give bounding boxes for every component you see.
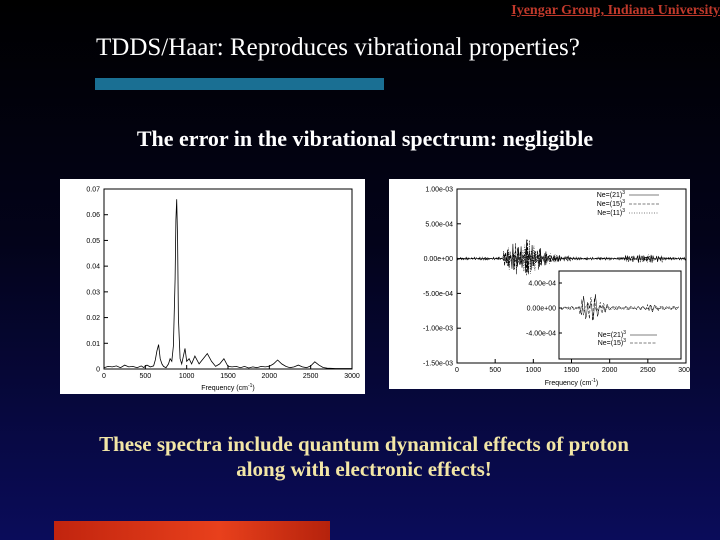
inset-y-tick-label: 4.00e-04 <box>528 281 556 288</box>
left-x-tick-label: 1000 <box>179 373 195 380</box>
right-inset-frame <box>558 270 682 360</box>
inset-series-line-2 <box>560 297 680 321</box>
spectrum-chart-left-svg: 0 0.01 0.02 0.03 0.04 0.05 0.06 0.07 0 500 1000 150… <box>86 187 360 393</box>
inset-y-tick-label: 0.00e+00 <box>527 306 556 313</box>
conclusion-line-2: along with electronic effects! <box>236 457 492 481</box>
title-accent-bar <box>95 78 384 90</box>
left-x-tick-label: 3000 <box>344 373 360 380</box>
left-y-tick-label: 0.05 <box>86 238 100 245</box>
inset-legend-label: Ne=(21)3 <box>598 330 626 339</box>
inset-legend-label: Ne=(15)3 <box>598 338 626 347</box>
bottom-accent-bar <box>54 521 330 540</box>
left-x-axis-label: Frequency (cm-1) <box>201 383 254 392</box>
conclusion-line-1: These spectra include quantum dynamical … <box>99 432 629 456</box>
right-x-tick-label: 1000 <box>526 367 542 374</box>
conclusion-text: These spectra include quantum dynamical … <box>0 432 720 482</box>
left-series-line <box>103 199 352 369</box>
right-x-tick-label: 1500 <box>564 367 580 374</box>
left-x-tick-label: 0 <box>102 373 106 380</box>
right-x-tick-label: 0 <box>455 367 459 374</box>
spectrum-error-chart-right: 1.00e-03 5.00e-04 0.00e+00 -5.00e-04 -1.00e-… <box>389 179 694 389</box>
left-y-tick-label: 0.01 <box>86 341 100 348</box>
right-y-tick-label: 0.00e+00 <box>424 256 453 263</box>
right-y-tick-label: 5.00e-04 <box>425 221 453 228</box>
left-y-tick-label: 0.04 <box>86 264 100 271</box>
right-legend-label: Ne=(21)3 <box>597 190 625 199</box>
spectrum-chart-left: 0 0.01 0.02 0.03 0.04 0.05 0.06 0.07 0 500 1000 150… <box>60 179 365 394</box>
right-legend-label: Ne=(11)3 <box>597 208 625 217</box>
right-x-tick-label: 2000 <box>602 367 618 374</box>
inset-y-tick-label: -4.00e-04 <box>526 331 556 338</box>
right-series-line-2 <box>456 239 687 276</box>
spectrum-error-chart-right-svg: 1.00e-03 5.00e-04 0.00e+00 -5.00e-04 -1.00e-… <box>423 187 694 388</box>
slide-subtitle: The error in the vibrational spectrum: n… <box>136 126 594 151</box>
right-legend-label: Ne=(15)3 <box>597 199 625 208</box>
left-y-tick-label: 0.06 <box>86 212 100 219</box>
right-x-tick-label: 500 <box>489 367 501 374</box>
affiliation-link[interactable]: Iyengar Group, Indiana University <box>511 3 720 18</box>
left-x-tick-label: 2500 <box>303 373 319 380</box>
right-y-tick-label: -5.00e-04 <box>423 291 453 298</box>
left-y-tick-label: 0.03 <box>86 289 100 296</box>
right-y-tick-label: -1.00e-03 <box>423 326 453 333</box>
right-x-axis-label: Frequency (cm-1) <box>545 378 598 387</box>
left-y-tick-label: 0.07 <box>86 187 100 194</box>
right-y-tick-label: 1.00e-03 <box>425 187 453 194</box>
right-series-line-3 <box>456 240 687 275</box>
left-y-tick-label: 0.02 <box>86 315 100 322</box>
right-x-tick-label: 3000 <box>678 367 690 374</box>
right-x-tick-label: 2500 <box>640 367 656 374</box>
left-y-tick-label: 0 <box>96 367 100 374</box>
left-plot-frame <box>103 188 353 370</box>
slide-title: TDDS/Haar: Reproduces vibrational proper… <box>96 34 580 61</box>
right-y-tick-label: -1.50e-03 <box>423 361 453 368</box>
left-x-tick-label: 1500 <box>220 373 236 380</box>
left-x-tick-label: 500 <box>139 373 151 380</box>
left-x-tick-label: 2000 <box>262 373 278 380</box>
